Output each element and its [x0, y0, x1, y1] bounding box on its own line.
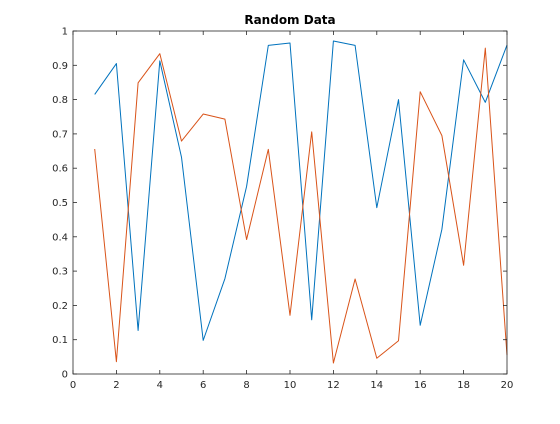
x-tick-label: 12 [327, 380, 340, 391]
y-tick-label: 0.8 [52, 95, 68, 106]
y-tick-label: 0.3 [52, 267, 68, 278]
x-tick-label: 14 [370, 380, 383, 391]
y-tick-label: 0.9 [52, 61, 68, 72]
x-tick-label: 10 [284, 380, 297, 391]
series-line-2 [94, 47, 508, 364]
series-line-1 [94, 40, 508, 341]
axes-layer: 0 2 4 6 8 10 12 14 16 18 20 0 0.1 0.2 0.3 0.4 0.5 0.6 0.7 0… [52, 27, 513, 392]
plot-background [73, 31, 507, 374]
chart-title: Random Data [244, 13, 335, 27]
x-tick-label: 16 [414, 380, 427, 391]
y-tick-label: 0.1 [52, 335, 68, 346]
y-tick-label: 0.5 [52, 198, 68, 209]
y-tick-label: 0.4 [52, 232, 68, 243]
y-tick-label: 1 [62, 27, 68, 38]
x-tick-label: 8 [243, 380, 249, 391]
y-tick-label: 0 [62, 370, 68, 381]
x-tick-label: 18 [457, 380, 470, 391]
x-tick-label: 4 [157, 380, 163, 391]
y-tick-label: 0.6 [52, 164, 68, 175]
x-tick-label: 2 [113, 380, 119, 391]
x-tick-label: 0 [70, 380, 76, 391]
x-tick-label: 20 [501, 380, 514, 391]
y-tick-label: 0.7 [52, 129, 68, 140]
y-tick-label: 0.2 [52, 301, 68, 312]
x-tick-label: 6 [200, 380, 206, 391]
series-layer [94, 40, 508, 364]
